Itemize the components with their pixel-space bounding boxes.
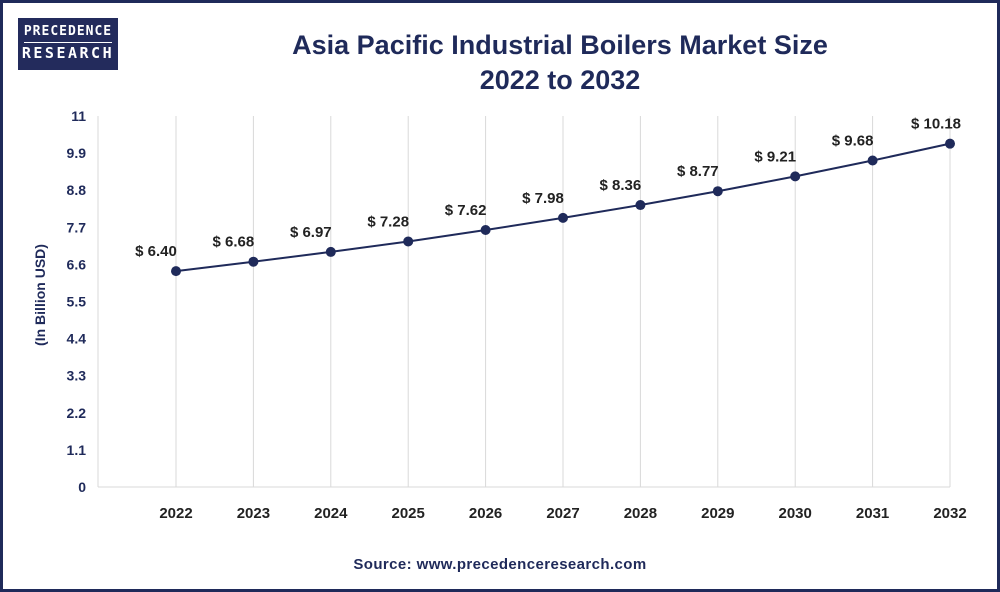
y-tick-label: 0 — [78, 479, 86, 495]
y-tick-label: 1.1 — [67, 442, 87, 458]
data-point — [403, 236, 414, 247]
x-tick-label: 2026 — [469, 505, 502, 522]
y-axis-label: (In Billion USD) — [32, 244, 48, 346]
y-tick-label: 11 — [71, 108, 86, 124]
y-tick-label: 2.2 — [67, 405, 87, 421]
data-point — [171, 266, 181, 277]
data-point — [325, 246, 336, 257]
brand-logo-rule — [24, 42, 112, 44]
brand-logo-line2: RESEARCH — [21, 44, 115, 63]
data-point — [480, 224, 491, 235]
data-label: $ 6.97 — [290, 224, 332, 241]
data-point — [635, 200, 646, 211]
x-tick-label: 2025 — [392, 505, 425, 522]
data-label: $ 10.18 — [911, 116, 961, 133]
brand-logo-line1: PRECEDENCE — [23, 24, 113, 40]
data-point — [867, 155, 878, 166]
chart-title: Asia Pacific Industrial Boilers Market S… — [140, 28, 980, 98]
data-label: $ 6.40 — [135, 243, 177, 260]
y-tick-label: 4.4 — [67, 331, 87, 347]
data-label: $ 7.62 — [445, 202, 487, 219]
chart-title-line1: Asia Pacific Industrial Boilers Market S… — [292, 30, 828, 60]
x-tick-label: 2023 — [237, 505, 270, 522]
x-tick-label: 2029 — [701, 505, 734, 522]
data-label: $ 9.21 — [754, 148, 796, 165]
x-tick-label: 2031 — [856, 505, 889, 522]
y-tick-label: 9.9 — [67, 145, 87, 161]
data-label: $ 7.28 — [367, 213, 409, 230]
x-tick-label: 2028 — [624, 505, 657, 522]
x-tick-label: 2027 — [546, 505, 579, 522]
y-tick-label: 7.7 — [67, 219, 87, 235]
x-tick-label: 2032 — [933, 505, 966, 522]
data-point — [558, 212, 568, 223]
data-point — [945, 138, 955, 149]
data-point — [248, 256, 259, 267]
brand-logo: PRECEDENCE RESEARCH — [18, 18, 118, 70]
x-tick-label: 2030 — [779, 505, 812, 522]
data-label: $ 6.68 — [213, 234, 255, 251]
data-point — [712, 186, 723, 197]
data-label: $ 8.77 — [677, 163, 719, 180]
y-tick-label: 3.3 — [67, 368, 87, 384]
data-label: $ 9.68 — [832, 133, 874, 150]
x-tick-label: 2022 — [159, 505, 192, 522]
data-label: $ 8.36 — [600, 177, 642, 194]
y-tick-label: 6.6 — [67, 256, 87, 272]
data-label: $ 7.98 — [522, 190, 564, 207]
y-tick-label: 8.8 — [67, 182, 87, 198]
chart-title-line2: 2022 to 2032 — [479, 65, 641, 95]
source-note: Source: www.precedenceresearch.com — [353, 556, 647, 573]
y-tick-label: 5.5 — [67, 294, 87, 310]
data-point — [790, 171, 801, 182]
x-tick-label: 2024 — [314, 505, 348, 522]
